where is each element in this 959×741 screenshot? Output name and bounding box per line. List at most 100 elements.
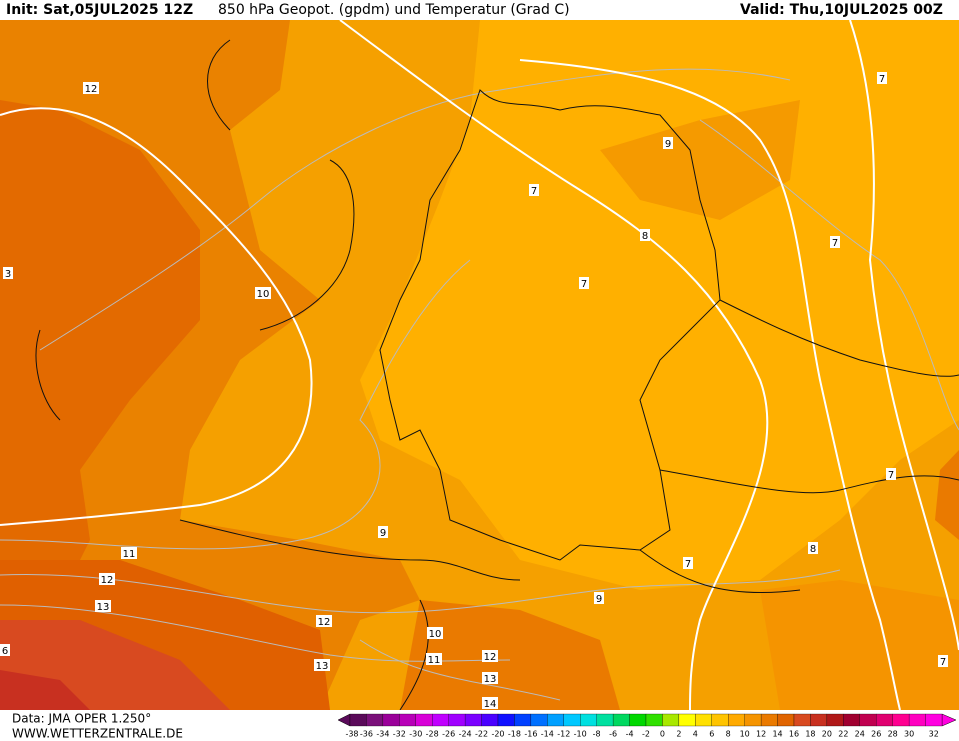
contour-label: 8 (810, 544, 816, 555)
contour-label-box (938, 655, 948, 667)
contour-label: 10 (429, 629, 442, 640)
colorbar-tick-label: -10 (574, 730, 587, 739)
contour-label: 7 (940, 657, 946, 668)
colorbar-tick-label: 22 (838, 730, 848, 739)
colorbar-swatch (728, 713, 745, 727)
contour-label: 7 (685, 559, 691, 570)
contour-label-box (640, 229, 650, 241)
contour-label: 7 (879, 74, 885, 85)
colorbar-swatch (596, 713, 614, 727)
contour-label-box (482, 697, 498, 709)
contour-label-box (99, 573, 115, 585)
colorbar-swatch (859, 713, 877, 727)
field-alps (400, 600, 620, 710)
contour-label: 9 (665, 139, 671, 150)
colorbar-swatch (925, 713, 943, 727)
colorbar-tick-label: -24 (459, 730, 472, 739)
contour-label: 7 (581, 279, 587, 290)
colorbar-tick-label: -38 (345, 730, 358, 739)
init-time: Init: Sat,05JUL2025 12Z (6, 2, 193, 18)
contour-label: 6 (2, 646, 8, 657)
colorbar-tick-label: -2 (642, 730, 650, 739)
colorbar-swatch (399, 713, 416, 727)
colorbar-tick-label: -22 (475, 730, 488, 739)
colorbar-tick-label: 14 (772, 730, 782, 739)
site: WWW.WETTERZENTRALE.DE (12, 727, 183, 741)
map-title: 850 hPa Geopot. (gpdm) und Temperatur (G… (218, 2, 570, 18)
contour-label: 12 (484, 652, 497, 663)
colorbar-swatch (826, 713, 844, 727)
colorbar-tick-label: 32 (929, 730, 939, 739)
colorbar-tick-label: 28 (888, 730, 898, 739)
colorbar-tick-label: 16 (789, 730, 799, 739)
field-hottest (0, 670, 90, 710)
geopotential-lines (0, 19, 959, 711)
isotherms (0, 68, 959, 701)
colorbar-swatch (547, 713, 564, 727)
contour-label-box (663, 137, 673, 149)
contour-label-box (3, 267, 13, 279)
contour-label-box (877, 72, 887, 84)
contour-label-box (427, 627, 443, 639)
contour-label: 8 (642, 231, 648, 242)
field-southeast (760, 580, 959, 710)
colorbar-swatch (793, 713, 811, 727)
isotherm (359, 639, 561, 701)
contour-label: 7 (832, 238, 838, 249)
colorbar-tick-label: 0 (660, 730, 665, 739)
colorbar-swatch (810, 713, 828, 727)
colorbar-swatch (514, 713, 532, 727)
contour-label: 12 (101, 575, 114, 586)
colorbar-swatch (760, 713, 778, 727)
colorbar-swatch (382, 713, 400, 727)
colorbar-tick-label: 24 (855, 730, 865, 739)
field-warm-core (360, 20, 959, 590)
colorbar-tick-label: -28 (426, 730, 439, 739)
contour-label-box (95, 600, 111, 612)
colorbar-swatch (366, 713, 384, 727)
contour-label: 12 (318, 617, 331, 628)
colorbar-swatch (415, 713, 433, 727)
contour-label-box (482, 672, 498, 684)
isotherm (699, 119, 959, 431)
contour-label: 13 (316, 661, 329, 672)
contour-label-box (683, 557, 693, 569)
colorbar-tick-label: 18 (805, 730, 815, 739)
contour-label-box (426, 653, 442, 665)
colorbar-swatch (481, 713, 499, 727)
colorbar-swatch (711, 713, 729, 727)
contour-label: 9 (596, 594, 602, 605)
colorbar-swatch (530, 713, 548, 727)
contour-label: 3 (5, 269, 11, 280)
colorbar-tick-label: 20 (822, 730, 832, 739)
colorbar-swatch (645, 713, 663, 727)
colorbar-swatch (892, 713, 910, 727)
contour-label: 12 (85, 84, 98, 95)
field-east (935, 450, 959, 540)
contour-label-box (886, 468, 896, 480)
contour-label: 11 (123, 549, 136, 560)
field-southwest (0, 100, 200, 620)
colorbar-tick-label: -36 (360, 730, 373, 739)
isotherm (0, 569, 841, 614)
contour-label-box (579, 277, 589, 289)
contour-label-box (121, 547, 137, 559)
border (719, 299, 959, 377)
geopotential-line (519, 59, 901, 711)
colorbar-swatch (464, 713, 482, 727)
colorbar-tick-label: -34 (376, 730, 389, 739)
colorbar-swatch (448, 713, 466, 727)
colorbar-swatch (580, 713, 597, 727)
contour-label: 13 (97, 602, 110, 613)
colorbar-tick-label: -6 (609, 730, 617, 739)
contour-label-box (378, 526, 388, 538)
isotherm (39, 68, 791, 351)
borders (35, 39, 959, 711)
colorbar-tick-label: 2 (676, 730, 681, 739)
contour-label-box (83, 82, 99, 94)
border-germany (379, 89, 721, 561)
geopotential-line (339, 19, 769, 711)
colorbar-tick-label: -16 (524, 730, 537, 739)
colorbar-tick-label: 26 (871, 730, 881, 739)
